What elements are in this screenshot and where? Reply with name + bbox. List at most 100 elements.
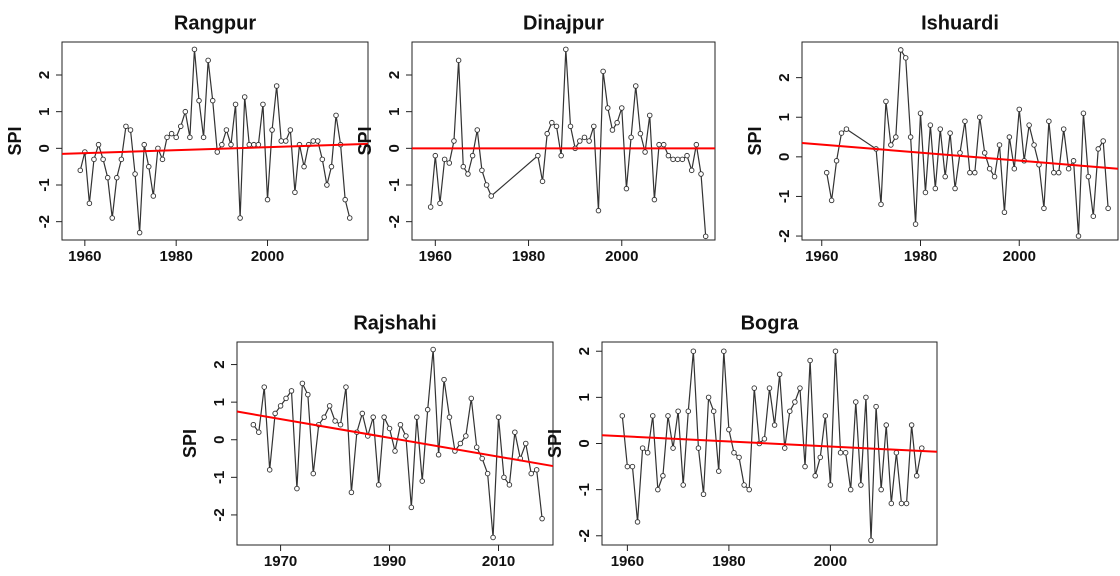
series-line [826, 47, 1109, 237]
data-point [473, 444, 480, 451]
data-point [967, 169, 973, 176]
data-point [150, 193, 157, 199]
data-point [912, 221, 919, 227]
data-point [250, 421, 257, 428]
x-tick-label: 1960 [419, 248, 452, 265]
x-tick-label: 2000 [1003, 248, 1036, 265]
data-point [665, 413, 671, 419]
y-tick-label: 1 [776, 113, 793, 121]
data-point [251, 141, 257, 148]
y-tick-label: 1 [36, 107, 53, 115]
data-point [370, 414, 376, 420]
data-point [619, 413, 626, 419]
data-point [558, 152, 564, 159]
data-point [842, 449, 849, 456]
y-tick-label: -2 [36, 215, 53, 228]
data-point [710, 408, 717, 414]
data-point [1105, 205, 1111, 212]
data-point [902, 55, 909, 61]
data-point [446, 160, 453, 166]
data-point [164, 134, 170, 141]
chart-panel: Bogra SPI -2 -1 0 1 2 1960 1980 2000 [545, 312, 938, 570]
data-point [766, 385, 773, 391]
data-point [922, 189, 929, 196]
data-point [451, 138, 457, 144]
data-point [693, 141, 700, 148]
data-point [898, 500, 905, 507]
series-line [79, 49, 351, 233]
data-point [277, 403, 284, 409]
data-point [684, 152, 690, 159]
data-point [863, 394, 869, 401]
series-line [252, 349, 543, 538]
data-point [256, 429, 262, 435]
y-tick-label: 0 [36, 144, 53, 152]
data-point [1041, 205, 1047, 212]
data-point [702, 233, 709, 240]
y-tick-label: 0 [776, 153, 793, 161]
data-point [460, 163, 467, 170]
data-point [479, 167, 485, 174]
data-point [917, 110, 924, 117]
data-point [670, 156, 676, 163]
data-point [136, 229, 143, 236]
data-point [177, 123, 184, 130]
data-point [205, 57, 211, 64]
data-point [981, 150, 988, 156]
data-point [651, 196, 658, 203]
data-point [688, 167, 695, 174]
data-point [528, 470, 534, 477]
data-point [776, 371, 783, 378]
chart-panel: Ishuardi SPI -2 -1 0 1 2 1960 1980 2000 [745, 12, 1119, 265]
data-point [533, 467, 540, 473]
data-point [321, 414, 327, 420]
y-axis-label: SPI [180, 429, 200, 458]
x-tick-label: 1960 [611, 553, 644, 570]
chart-panel: Rangpur SPI -2 -1 0 1 2 1960 1980 2000 [5, 12, 369, 265]
data-point [191, 46, 198, 53]
data-point [639, 445, 646, 451]
data-point [539, 515, 545, 522]
data-point [337, 421, 344, 428]
data-point [932, 185, 939, 192]
data-point [853, 399, 859, 405]
chart-title: Rajshahi [353, 312, 436, 334]
data-point [539, 178, 546, 185]
data-point [623, 185, 630, 192]
data-point [95, 141, 102, 148]
y-tick-label: -1 [776, 190, 793, 203]
data-point [746, 486, 752, 493]
data-point [326, 403, 333, 409]
data-point [792, 399, 798, 405]
data-point [812, 473, 818, 479]
data-point [634, 519, 641, 525]
data-point [343, 384, 349, 390]
data-point [907, 134, 914, 140]
data-point [680, 482, 686, 488]
data-point [991, 173, 998, 180]
data-point [927, 122, 934, 128]
data-point [908, 422, 915, 428]
data-point [346, 215, 353, 221]
data-point [424, 406, 431, 413]
data-point [650, 413, 656, 419]
data-point [359, 410, 366, 417]
data-point [187, 134, 193, 141]
data-point [1090, 213, 1097, 219]
data-point [827, 482, 834, 488]
data-point [787, 408, 793, 414]
series-line [621, 351, 923, 541]
data-point [868, 537, 874, 544]
data-point [838, 130, 845, 136]
data-point [109, 215, 115, 221]
y-axis-label: SPI [5, 126, 25, 155]
data-point [1046, 118, 1052, 124]
data-point [1060, 126, 1067, 132]
data-point [168, 130, 175, 137]
data-point [947, 130, 953, 136]
data-point [873, 403, 879, 410]
data-point [266, 467, 273, 473]
data-point [523, 440, 529, 447]
data-point [563, 46, 569, 53]
